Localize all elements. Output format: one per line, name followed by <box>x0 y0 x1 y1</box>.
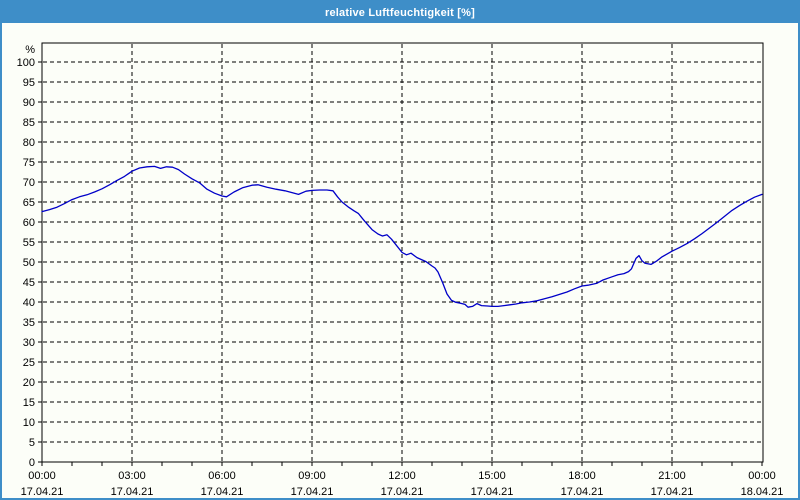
humidity-series-line <box>41 165 763 308</box>
x-tick-date-label: 17.04.21 <box>381 486 424 498</box>
y-tick-label: 45 <box>23 277 35 289</box>
x-tick-time-label: 18:00 <box>568 470 596 482</box>
x-tick-date-label: 17.04.21 <box>21 486 64 498</box>
y-tick-label: 30 <box>23 337 35 349</box>
y-tick-label: 15 <box>23 397 35 409</box>
y-tick-label: 75 <box>23 157 35 169</box>
window-titlebar[interactable]: relative Luftfeuchtigkeit [%] <box>2 2 798 23</box>
window-title: relative Luftfeuchtigkeit [%] <box>324 6 476 19</box>
y-tick-label: 55 <box>23 237 35 249</box>
x-tick-date-label: 17.04.21 <box>651 486 694 498</box>
y-tick-label: 60 <box>23 217 35 229</box>
x-tick-time-label: 03:00 <box>118 470 146 482</box>
y-axis-unit-label: % <box>25 44 35 56</box>
x-tick-time-label: 12:00 <box>388 470 416 482</box>
y-tick-label: 25 <box>23 357 35 369</box>
x-tick-time-label: 00:00 <box>28 470 56 482</box>
y-tick-label: 20 <box>23 377 35 389</box>
x-tick-date-label: 17.04.21 <box>291 486 334 498</box>
x-tick-date-label: 17.04.21 <box>201 486 244 498</box>
y-tick-label: 35 <box>23 317 35 329</box>
x-tick-date-label: 17.04.21 <box>111 486 154 498</box>
y-tick-label: 50 <box>23 257 35 269</box>
x-tick-time-label: 21:00 <box>658 470 686 482</box>
y-tick-label: 10 <box>23 417 35 429</box>
x-tick-date-label: 18.04.21 <box>741 486 784 498</box>
x-tick-time-label: 09:00 <box>298 470 326 482</box>
y-tick-label: 85 <box>23 117 35 129</box>
x-tick-time-label: 15:00 <box>478 470 506 482</box>
x-tick-time-label: 06:00 <box>208 470 236 482</box>
y-tick-label: 90 <box>23 97 35 109</box>
y-tick-label: 95 <box>23 77 35 89</box>
x-tick-date-label: 17.04.21 <box>561 486 604 498</box>
y-tick-label: 80 <box>23 137 35 149</box>
y-tick-label: 100 <box>17 57 35 69</box>
y-tick-label: 5 <box>29 437 35 449</box>
y-tick-label: 65 <box>23 197 35 209</box>
y-tick-label: 40 <box>23 297 35 309</box>
y-tick-label: 70 <box>23 177 35 189</box>
x-tick-time-label: 00:00 <box>748 470 776 482</box>
x-tick-date-label: 17.04.21 <box>471 486 514 498</box>
y-tick-label: 0 <box>29 457 35 469</box>
